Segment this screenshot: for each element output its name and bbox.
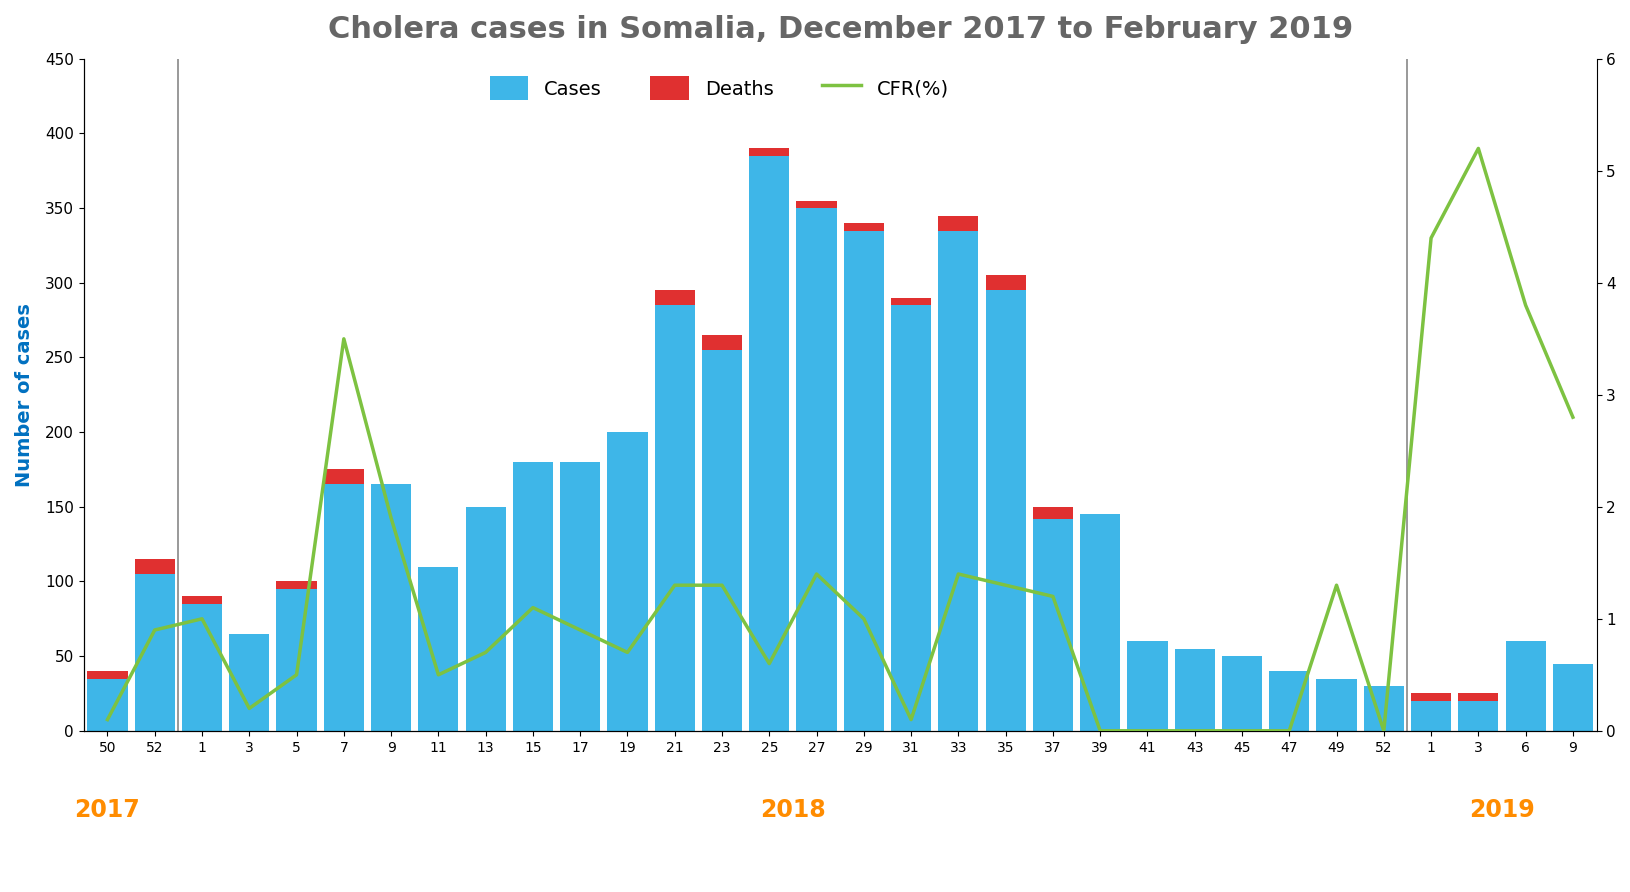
Bar <box>748 148 789 156</box>
Bar <box>1268 671 1309 731</box>
Bar <box>88 671 127 731</box>
Bar <box>183 597 222 731</box>
Bar <box>1363 686 1403 731</box>
Bar <box>1410 693 1451 701</box>
Bar <box>937 216 978 230</box>
Bar <box>1457 693 1498 701</box>
Bar <box>937 216 978 731</box>
Bar <box>1457 693 1498 731</box>
Bar <box>843 223 883 731</box>
Bar <box>465 507 505 731</box>
Bar <box>606 432 647 731</box>
Bar <box>795 201 836 731</box>
Bar <box>370 484 411 731</box>
Bar <box>1315 679 1356 731</box>
Bar <box>985 276 1025 731</box>
Bar <box>277 582 316 731</box>
Bar <box>795 201 836 208</box>
Bar <box>417 566 458 731</box>
Bar <box>323 469 363 731</box>
Title: Cholera cases in Somalia, December 2017 to February 2019: Cholera cases in Somalia, December 2017 … <box>328 15 1351 44</box>
Bar <box>1221 657 1262 731</box>
Legend: Cases, Deaths, CFR(%): Cases, Deaths, CFR(%) <box>481 69 955 108</box>
Bar <box>1552 664 1593 731</box>
Y-axis label: Number of cases: Number of cases <box>15 303 34 487</box>
Bar <box>1504 641 1545 731</box>
Bar <box>748 148 789 731</box>
Text: 2017: 2017 <box>75 798 140 822</box>
Bar <box>654 290 694 305</box>
Bar <box>277 582 316 589</box>
Bar <box>1174 648 1214 731</box>
Bar <box>559 462 600 731</box>
Bar <box>512 462 553 731</box>
Bar <box>843 223 883 230</box>
Bar <box>183 597 222 604</box>
Text: 2018: 2018 <box>760 798 825 822</box>
Bar <box>230 633 269 731</box>
Bar <box>701 335 742 731</box>
Bar <box>890 298 931 305</box>
Bar <box>1079 515 1120 731</box>
Bar <box>1032 507 1073 731</box>
Bar <box>323 469 363 484</box>
Text: 2019: 2019 <box>1469 798 1534 822</box>
Bar <box>135 559 174 731</box>
Bar <box>1126 641 1167 731</box>
Bar <box>88 671 127 679</box>
Bar <box>1032 507 1073 519</box>
Bar <box>135 559 174 574</box>
Bar <box>1410 693 1451 731</box>
Bar <box>890 298 931 731</box>
Bar <box>701 335 742 350</box>
Bar <box>654 290 694 731</box>
Bar <box>985 276 1025 290</box>
